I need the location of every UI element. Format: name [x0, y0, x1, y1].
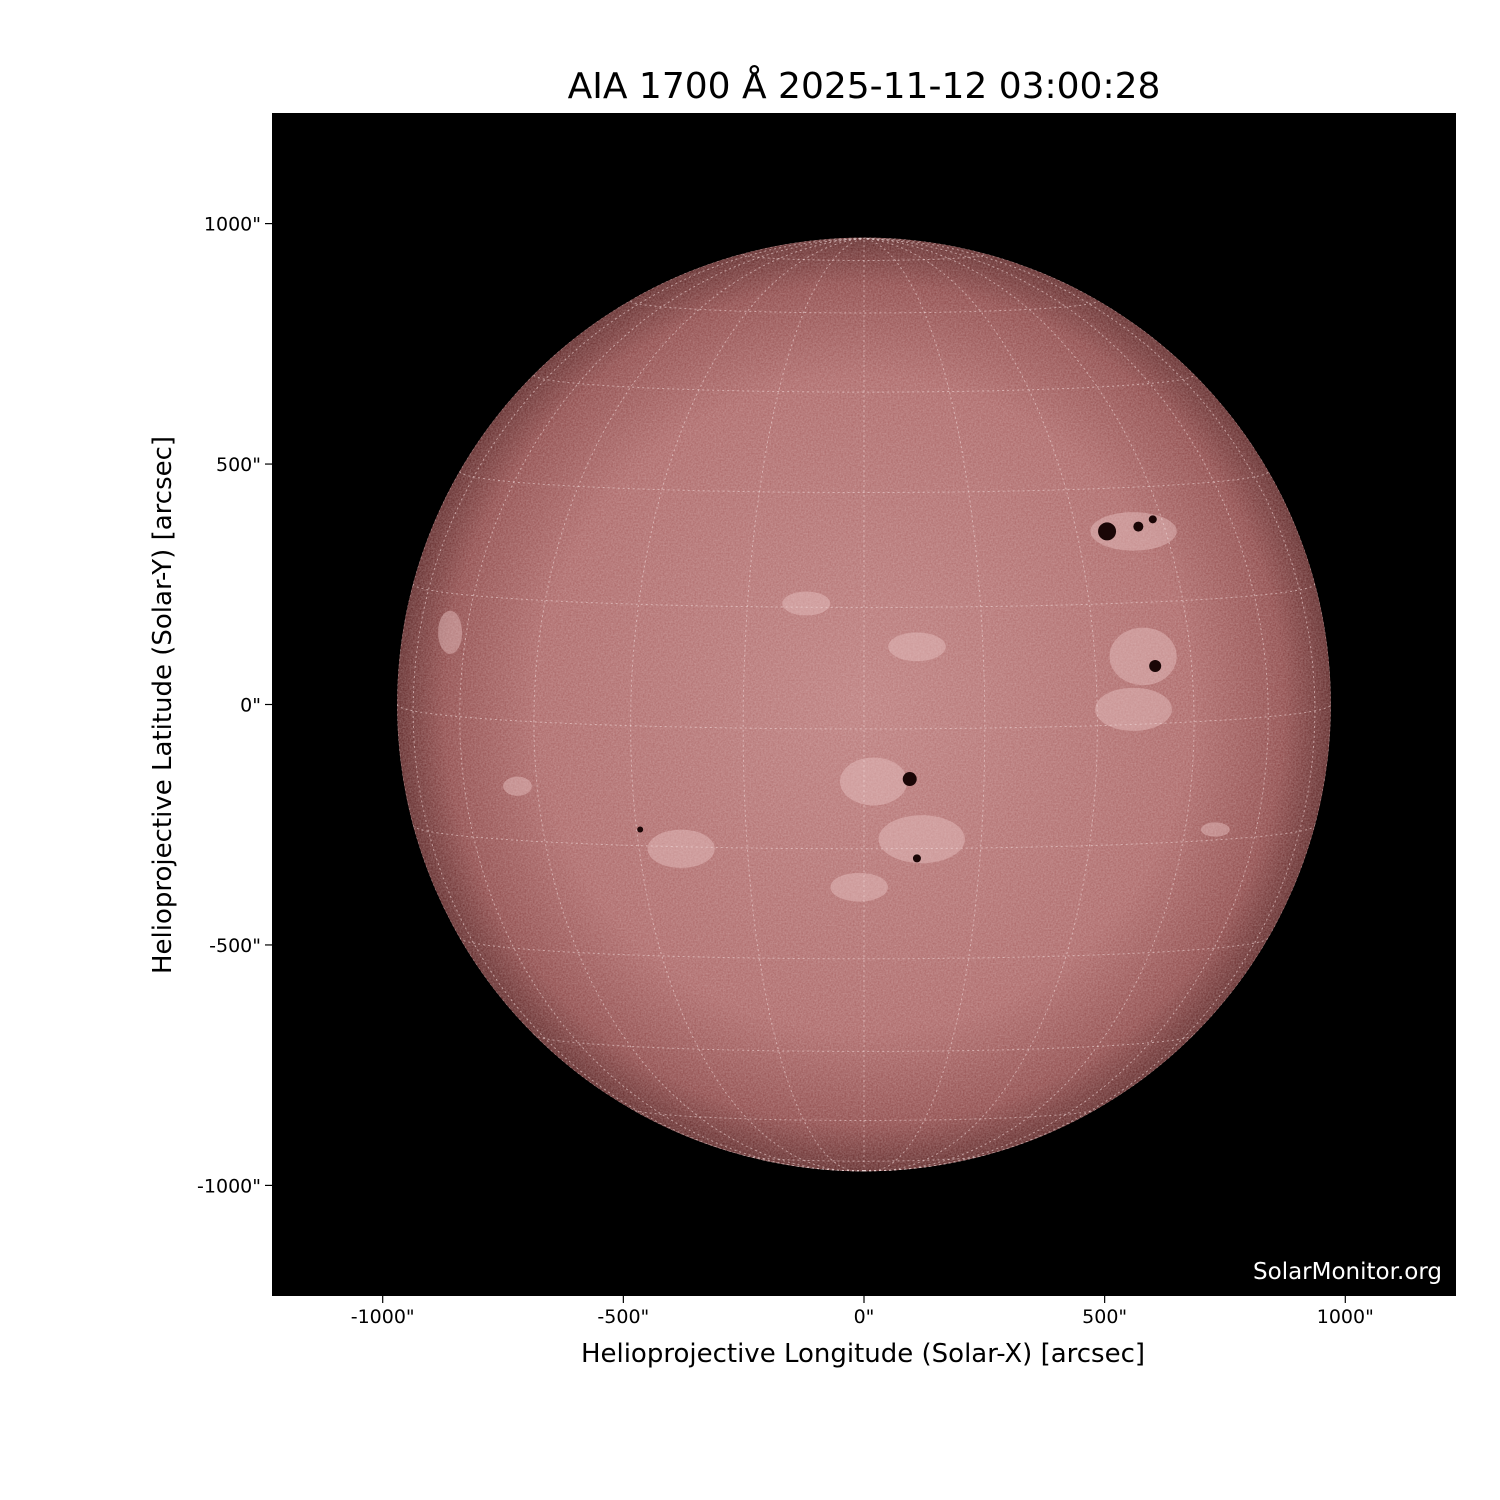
y-axis-label: Helioprojective Latitude (Solar-Y) [arcs… — [148, 436, 178, 974]
solar-disk — [397, 237, 1331, 1172]
longitude-line — [742, 237, 865, 1172]
longitude-line — [863, 237, 1195, 1172]
y-tick-label: 500" — [216, 454, 261, 476]
longitude-line — [533, 237, 865, 1172]
granulation-texture — [397, 237, 1331, 1172]
longitude-line — [863, 237, 1316, 1172]
sunspot — [1149, 660, 1162, 673]
y-tick-label: 1000" — [204, 214, 261, 236]
plage-region — [840, 757, 908, 806]
watermark: SolarMonitor.org — [1253, 1259, 1442, 1285]
plage-region — [782, 591, 831, 616]
chart-title: AIA 1700 Å 2025-11-12 03:00:28 — [567, 66, 1161, 107]
plage-region — [647, 829, 715, 868]
x-tick-label: 0" — [854, 1306, 875, 1328]
longitude-line — [863, 237, 1098, 1172]
longitude-line — [863, 237, 986, 1172]
y-tick-label: 0" — [240, 695, 261, 717]
sunspot — [637, 826, 644, 833]
plage-region — [830, 872, 888, 902]
x-axis-label: Helioprojective Longitude (Solar-X) [arc… — [581, 1339, 1145, 1369]
latitude-line — [630, 1108, 1098, 1121]
longitude-line — [630, 237, 865, 1172]
heliographic-grid — [397, 237, 1331, 1172]
y-tick-label: -500" — [209, 935, 261, 957]
plage-region — [878, 815, 965, 864]
latitude-line — [459, 937, 1269, 960]
x-tick-label: 500" — [1082, 1306, 1127, 1328]
x-tick-label: -500" — [597, 1306, 649, 1328]
plage-region — [1095, 687, 1172, 731]
longitude-line — [412, 237, 865, 1172]
plage-region — [1109, 627, 1177, 686]
plage-region — [888, 632, 946, 662]
sunspot — [902, 772, 917, 787]
x-tick-label: 1000" — [1317, 1306, 1374, 1328]
y-tick-label: -1000" — [197, 1175, 261, 1197]
x-tick-label: -1000" — [351, 1306, 415, 1328]
sunspot — [1098, 522, 1117, 541]
sunspot — [1148, 515, 1157, 524]
plage-region — [503, 776, 532, 796]
plage-region — [438, 610, 463, 654]
sunspot — [1133, 521, 1144, 532]
sunspot — [912, 854, 921, 863]
plage-region — [1200, 822, 1230, 837]
